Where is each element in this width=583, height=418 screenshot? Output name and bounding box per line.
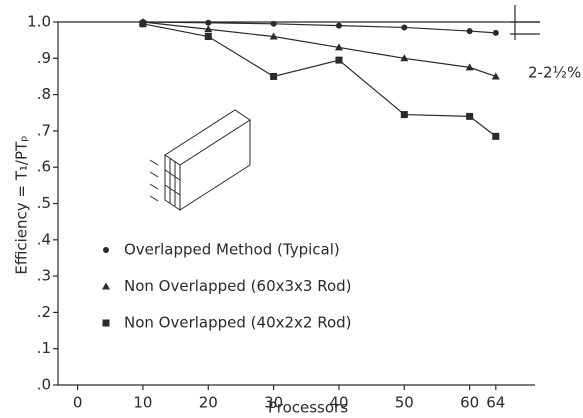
y-tick-label: .4	[37, 230, 51, 248]
x-tick-label: 30	[264, 394, 283, 412]
point	[270, 20, 277, 27]
point	[335, 22, 342, 29]
point	[466, 112, 474, 120]
legend-marker	[102, 282, 110, 290]
x-tick-label: 50	[395, 394, 414, 412]
annotation: 2-2½%	[528, 64, 581, 82]
x-tick-label: 60	[460, 394, 479, 412]
x-axis-label: Processors	[268, 399, 348, 417]
point	[491, 72, 500, 80]
legend-label: Overlapped Method (Typical)	[124, 241, 340, 259]
x-tick-label: 40	[329, 394, 348, 412]
point	[492, 29, 499, 36]
point	[269, 32, 278, 40]
point	[204, 25, 213, 33]
y-tick-label: .3	[37, 267, 51, 285]
x-tick-label: 20	[199, 394, 218, 412]
point	[334, 43, 343, 51]
point	[205, 19, 212, 26]
point	[466, 28, 473, 35]
point	[335, 56, 343, 64]
x-tick-label: 64	[486, 394, 505, 412]
y-tick-label: .6	[37, 158, 51, 176]
series-line	[142, 23, 497, 137]
x-tick-label: 0	[73, 394, 83, 412]
legend-label: Non Overlapped (60x3x3 Rod)	[124, 277, 352, 295]
y-tick-label: .0	[37, 376, 51, 394]
point	[492, 132, 500, 140]
y-tick-label: .5	[37, 194, 51, 212]
point	[139, 20, 147, 28]
y-axis-label: Efficiency = T₁/PTₚ	[13, 135, 31, 274]
legend-marker	[102, 319, 110, 327]
y-tick-label: .9	[37, 49, 51, 67]
point	[401, 24, 408, 31]
y-tick-label: .1	[37, 339, 51, 357]
point	[400, 54, 409, 62]
point	[465, 63, 474, 71]
rod-sketch	[149, 109, 251, 211]
point	[204, 33, 212, 41]
point	[400, 111, 408, 119]
x-tick-label: 10	[133, 394, 152, 412]
y-tick-label: .7	[37, 121, 51, 139]
legend-label: Non Overlapped (40x2x2 Rod)	[124, 314, 352, 332]
y-tick-label: .8	[37, 85, 51, 103]
point	[270, 72, 278, 80]
y-tick-label: .2	[37, 303, 51, 321]
y-tick-label: 1.0	[27, 13, 51, 31]
legend-marker	[103, 247, 109, 253]
